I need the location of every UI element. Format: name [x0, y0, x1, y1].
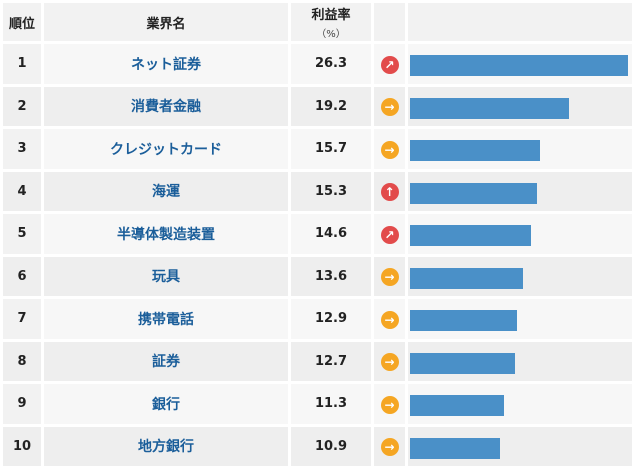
profit-rate-bar	[410, 140, 540, 161]
bar-cell	[408, 214, 632, 254]
profit-rate-cell: 12.9	[291, 299, 371, 339]
table-body: 1 ネット証券 26.3 ↗ 2 消費者金融 19.2 → 3 クレジットカード 15.7 → 4 海運 1…	[3, 44, 632, 466]
profit-rate-bar	[410, 267, 523, 289]
arrow-right-icon: →	[380, 353, 399, 372]
industry-name-cell: 玩具	[44, 256, 288, 296]
table-row: 1 ネット証券 26.3 ↗	[3, 44, 632, 84]
profit-rate-bar	[410, 352, 515, 374]
arrow-right-icon: →	[380, 438, 399, 457]
bar-cell	[408, 129, 632, 169]
rank-cell: 8	[3, 341, 41, 381]
table-row: 2 消費者金融 19.2 →	[3, 86, 632, 126]
arrow-up-right-icon: ↗	[380, 225, 399, 244]
table-row: 10 地方銀行 10.9 →	[3, 426, 632, 466]
table-row: 3 クレジットカード 15.7 →	[3, 129, 632, 169]
profit-rate-cell: 14.6	[291, 214, 371, 254]
industry-name-cell: 海運	[44, 171, 288, 211]
trend-cell: →	[374, 299, 405, 339]
trend-cell: ↑	[374, 171, 405, 211]
rank-column-header: 順位	[3, 3, 41, 41]
trend-cell: →	[374, 341, 405, 381]
industry-name-cell: 携帯電話	[44, 299, 288, 339]
arrow-right-icon: →	[380, 310, 399, 329]
table-header-row: 順位 業界名 利益率 （%）	[3, 3, 632, 41]
arrow-right-icon: →	[380, 268, 399, 287]
rank-cell: 2	[3, 86, 41, 126]
table-row: 7 携帯電話 12.9 →	[3, 299, 632, 339]
industry-header-label: 業界名	[146, 16, 186, 32]
trend-column-header	[374, 3, 405, 41]
bar-column-header	[408, 3, 632, 41]
industry-name-cell: クレジットカード	[44, 129, 288, 169]
bar-cell	[408, 426, 632, 466]
arrow-up-icon: ↑	[380, 183, 399, 202]
table-row: 4 海運 15.3 ↑	[3, 171, 632, 211]
bar-cell	[408, 299, 632, 339]
rank-cell: 6	[3, 256, 41, 296]
industry-name-cell: 証券	[44, 341, 288, 381]
profit-rate-cell: 26.3	[291, 44, 371, 84]
table-row: 6 玩具 13.6 →	[3, 256, 632, 296]
rank-cell: 7	[3, 299, 41, 339]
rank-header-label: 順位	[8, 16, 35, 32]
profit-rate-bar	[410, 182, 537, 204]
bar-cell	[408, 171, 632, 211]
profit-rate-column-header: 利益率 （%）	[291, 3, 371, 41]
profit-rate-bar	[410, 310, 517, 331]
profit-rate-bar	[410, 395, 504, 416]
trend-cell: →	[374, 86, 405, 126]
arrow-right-icon: →	[380, 395, 399, 414]
profit-rate-cell: 12.7	[291, 341, 371, 381]
bar-cell	[408, 256, 632, 296]
industry-name-cell: ネット証券	[44, 44, 288, 84]
rank-cell: 9	[3, 384, 41, 424]
industry-name-cell: 消費者金融	[44, 86, 288, 126]
profit-rate-header-label: 利益率	[311, 8, 351, 23]
bar-cell	[408, 44, 632, 84]
profit-rate-cell: 13.6	[291, 256, 371, 296]
industry-name-cell: 銀行	[44, 384, 288, 424]
trend-cell: →	[374, 129, 405, 169]
table-row: 9 銀行 11.3 →	[3, 384, 632, 424]
rank-cell: 4	[3, 171, 41, 211]
industry-name-cell: 地方銀行	[44, 426, 288, 466]
rank-cell: 5	[3, 214, 41, 254]
profit-rate-bar	[410, 55, 628, 76]
bar-cell	[408, 86, 632, 126]
profit-rate-bar	[410, 97, 569, 119]
profit-rate-cell: 15.3	[291, 171, 371, 211]
arrow-right-icon: →	[380, 98, 399, 117]
trend-cell: →	[374, 384, 405, 424]
profit-rate-cell: 15.7	[291, 129, 371, 169]
trend-cell: ↗	[374, 44, 405, 84]
industry-name-cell: 半導体製造装置	[44, 214, 288, 254]
profit-rate-cell: 10.9	[291, 426, 371, 466]
profit-rate-bar	[410, 437, 500, 459]
table-row: 8 証券 12.7 →	[3, 341, 632, 381]
industry-column-header: 業界名	[44, 3, 288, 41]
profit-rate-cell: 19.2	[291, 86, 371, 126]
trend-cell: ↗	[374, 214, 405, 254]
trend-cell: →	[374, 426, 405, 466]
table-row: 5 半導体製造装置 14.6 ↗	[3, 214, 632, 254]
profit-rate-cell: 11.3	[291, 384, 371, 424]
bar-cell	[408, 341, 632, 381]
rank-cell: 3	[3, 129, 41, 169]
arrow-right-icon: →	[380, 140, 399, 159]
rank-cell: 10	[3, 426, 41, 466]
profit-rate-bar	[410, 225, 531, 246]
profit-rate-unit-label: （%）	[316, 29, 346, 40]
trend-cell: →	[374, 256, 405, 296]
bar-cell	[408, 384, 632, 424]
rank-cell: 1	[3, 44, 41, 84]
arrow-up-right-icon: ↗	[380, 55, 399, 74]
